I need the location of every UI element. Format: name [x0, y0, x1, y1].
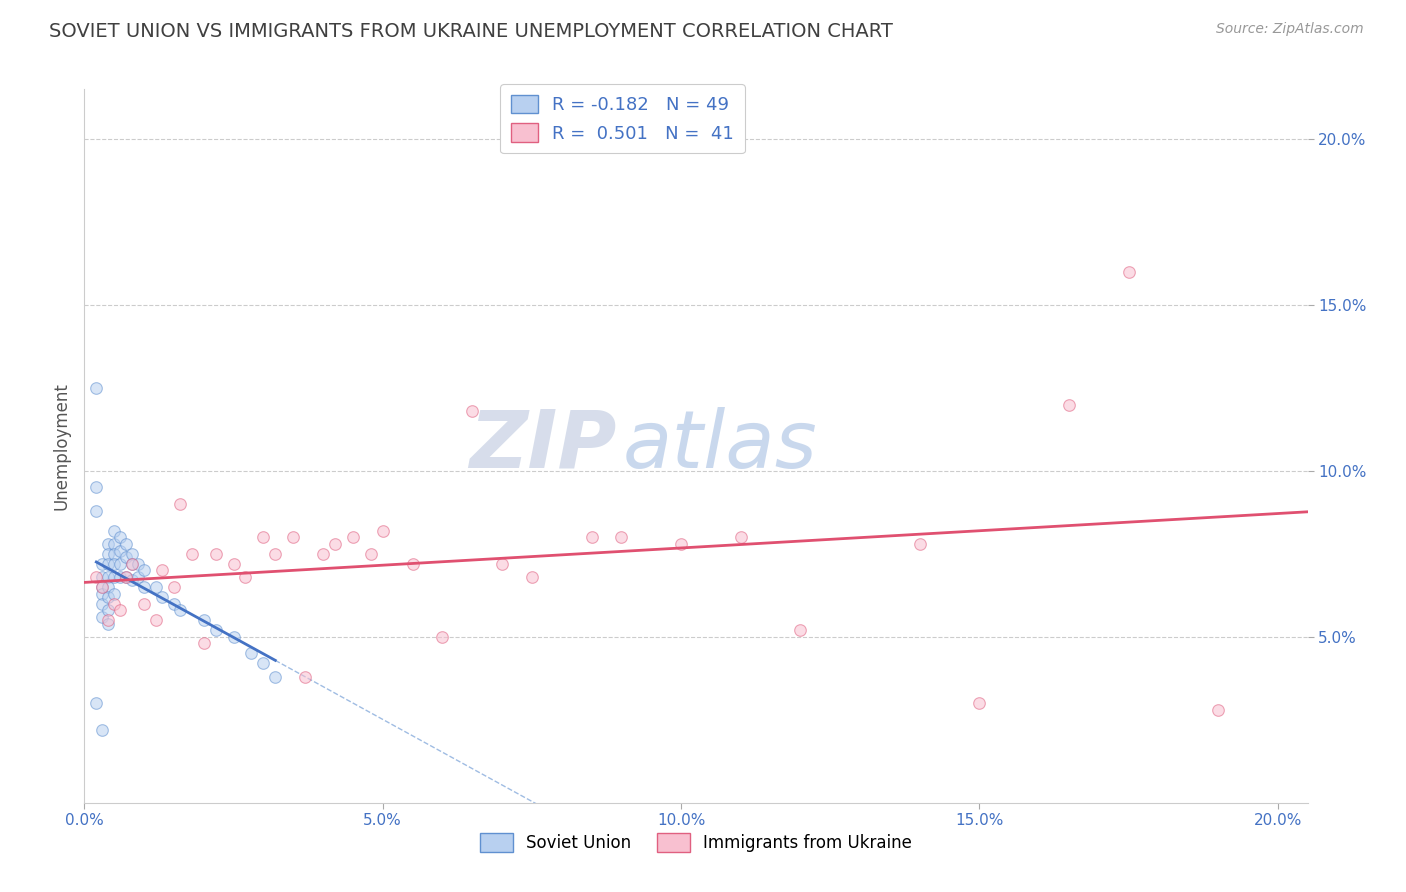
Point: [222, 557, 245, 571]
Text: atlas: atlas: [623, 407, 817, 485]
Point: [163, 597, 186, 611]
Text: Source: ZipAtlas.com: Source: ZipAtlas.com: [1216, 22, 1364, 37]
Point: [323, 537, 346, 551]
Point: [108, 570, 131, 584]
Point: [103, 524, 125, 538]
Point: [789, 624, 811, 638]
Point: [108, 603, 131, 617]
Point: [115, 570, 138, 584]
Point: [193, 613, 215, 627]
Point: [97, 570, 120, 584]
Point: [222, 630, 245, 644]
Point: [97, 590, 120, 604]
Point: [115, 537, 138, 551]
Point: [84, 481, 107, 495]
Point: [145, 580, 167, 594]
Point: [235, 570, 257, 584]
Legend: Soviet Union, Immigrants from Ukraine: Soviet Union, Immigrants from Ukraine: [474, 826, 918, 859]
Point: [312, 547, 335, 561]
Point: [103, 587, 125, 601]
Point: [401, 557, 423, 571]
Point: [97, 616, 120, 631]
Point: [121, 557, 143, 571]
Point: [97, 603, 120, 617]
Point: [163, 580, 186, 594]
Point: [581, 530, 603, 544]
Point: [204, 547, 226, 561]
Point: [91, 580, 114, 594]
Point: [97, 580, 120, 594]
Point: [610, 530, 633, 544]
Point: [103, 597, 125, 611]
Point: [204, 624, 226, 638]
Point: [240, 647, 263, 661]
Point: [115, 570, 138, 584]
Point: [97, 613, 120, 627]
Text: SOVIET UNION VS IMMIGRANTS FROM UKRAINE UNEMPLOYMENT CORRELATION CHART: SOVIET UNION VS IMMIGRANTS FROM UKRAINE …: [49, 22, 893, 41]
Point: [103, 537, 125, 551]
Point: [91, 610, 114, 624]
Point: [97, 557, 120, 571]
Point: [97, 547, 120, 561]
Point: [520, 570, 543, 584]
Point: [294, 670, 316, 684]
Point: [108, 557, 131, 571]
Point: [252, 657, 274, 671]
Point: [264, 670, 287, 684]
Point: [908, 537, 931, 551]
Point: [193, 636, 215, 650]
Point: [84, 381, 107, 395]
Point: [127, 570, 149, 584]
Point: [169, 497, 191, 511]
Point: [91, 597, 114, 611]
Point: [491, 557, 513, 571]
Point: [1206, 703, 1229, 717]
Point: [84, 570, 107, 584]
Point: [121, 557, 143, 571]
Point: [669, 537, 692, 551]
Point: [108, 543, 131, 558]
Point: [342, 530, 364, 544]
Point: [283, 530, 305, 544]
Point: [180, 547, 202, 561]
Text: ZIP: ZIP: [470, 407, 616, 485]
Point: [91, 587, 114, 601]
Point: [84, 696, 107, 710]
Point: [103, 570, 125, 584]
Point: [1118, 265, 1140, 279]
Point: [91, 580, 114, 594]
Point: [108, 530, 131, 544]
Point: [264, 547, 287, 561]
Point: [145, 613, 167, 627]
Point: [121, 547, 143, 561]
Y-axis label: Unemployment: Unemployment: [52, 382, 70, 510]
Point: [97, 537, 120, 551]
Point: [371, 524, 394, 538]
Point: [91, 570, 114, 584]
Point: [461, 404, 484, 418]
Point: [84, 504, 107, 518]
Point: [132, 564, 155, 578]
Point: [103, 547, 125, 561]
Point: [132, 597, 155, 611]
Point: [103, 557, 125, 571]
Point: [121, 574, 143, 588]
Point: [1057, 397, 1080, 411]
Point: [252, 530, 274, 544]
Point: [169, 603, 191, 617]
Point: [150, 590, 173, 604]
Point: [150, 564, 173, 578]
Point: [127, 557, 149, 571]
Point: [360, 547, 382, 561]
Point: [432, 630, 454, 644]
Point: [730, 530, 752, 544]
Point: [115, 550, 138, 565]
Point: [91, 557, 114, 571]
Point: [91, 723, 114, 737]
Point: [969, 696, 991, 710]
Point: [132, 580, 155, 594]
